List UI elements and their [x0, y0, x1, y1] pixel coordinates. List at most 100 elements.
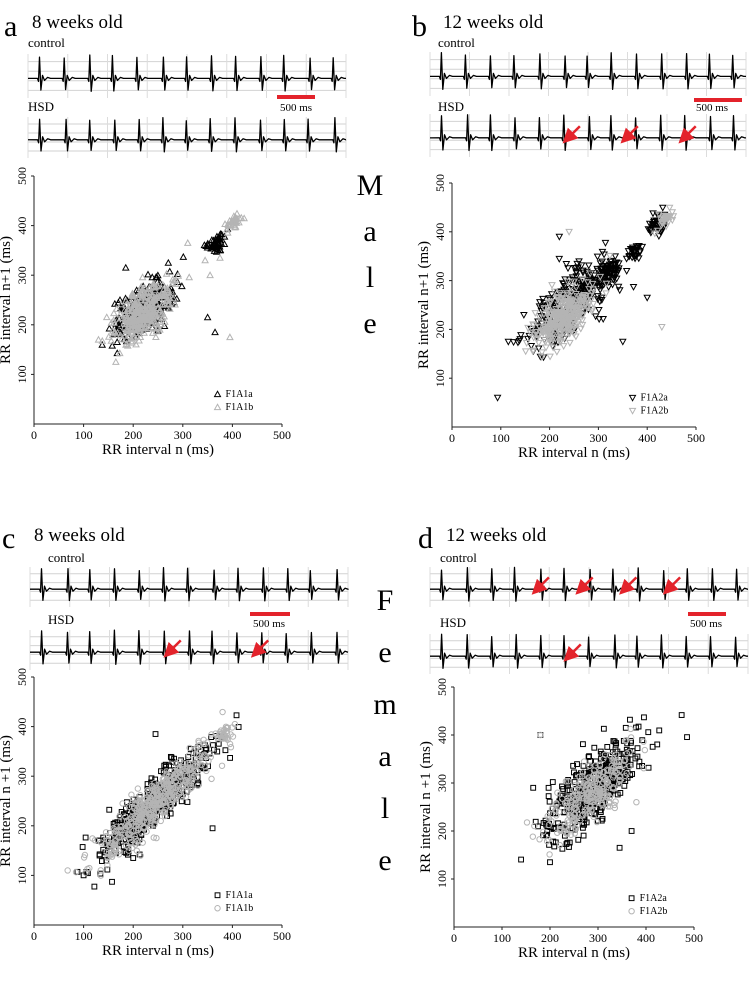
scatter-point	[146, 810, 153, 817]
scatter-point	[233, 214, 241, 222]
x-axis-title: RR interval n (ms)	[518, 945, 630, 961]
scatter-point	[151, 294, 160, 301]
scatter-point	[524, 324, 532, 332]
scatter-point	[64, 867, 71, 874]
scatter-point	[147, 822, 154, 830]
scatter-point	[580, 832, 587, 839]
x-tick-label: 200	[124, 428, 142, 442]
scatter-point	[587, 297, 595, 305]
scatter-point	[600, 755, 607, 763]
y-tick-label: 200	[435, 822, 449, 840]
scatter-point	[94, 335, 103, 343]
scatter-point	[586, 270, 595, 278]
scatter-point	[652, 217, 661, 225]
scatter-point	[576, 773, 583, 780]
y-tick-label: 200	[433, 320, 447, 338]
scatter-point	[589, 300, 598, 308]
scatter-point	[144, 270, 152, 278]
x-axis-title: RR interval n (ms)	[102, 943, 214, 959]
panel-letter: c	[2, 522, 15, 555]
scatter-point	[545, 793, 552, 800]
scatter-point	[643, 294, 652, 302]
scatter-point	[151, 318, 160, 326]
scatter-point	[603, 771, 611, 779]
scatter-point	[590, 798, 597, 805]
scatter-point	[160, 317, 169, 325]
scatter-point	[82, 869, 89, 876]
scatter-point	[559, 343, 568, 351]
scatter-point	[563, 841, 570, 847]
y-axis-title: RR interval n+1 (ms)	[416, 241, 432, 369]
y-tick-label: 200	[15, 817, 29, 835]
scatter-point	[137, 807, 145, 814]
scatter-point	[200, 736, 207, 743]
scatter-point	[545, 784, 552, 791]
sex-letter: F	[377, 584, 394, 617]
ecg-trace-line	[30, 629, 349, 665]
scatter-point	[164, 258, 173, 266]
scatter-point	[579, 269, 587, 277]
scatter-point	[168, 275, 177, 283]
scatter-point	[110, 299, 119, 307]
ecg-trace-control	[29, 567, 349, 607]
x-tick-label: 400	[638, 431, 656, 445]
scatter-point	[97, 872, 105, 879]
scatter-point	[111, 357, 120, 365]
scatter-point	[543, 837, 551, 845]
scatter-point	[578, 317, 587, 325]
y-tick-label: 300	[433, 272, 447, 290]
scatter-point	[113, 328, 122, 336]
scatter-point	[162, 778, 169, 785]
scatter-point	[140, 283, 149, 291]
scatter-point	[521, 348, 530, 356]
scatter-point	[612, 798, 619, 805]
scatter-point	[107, 318, 116, 326]
sex-letter: e	[378, 636, 391, 669]
x-tick-label: 500	[273, 929, 291, 943]
scatter-point	[184, 799, 191, 805]
scatter-point	[584, 262, 593, 270]
ecg-trace-line	[27, 116, 347, 153]
scatter-point	[154, 271, 162, 279]
scatter-point	[107, 848, 115, 856]
scatter-point	[578, 313, 587, 321]
scatter-point	[613, 758, 620, 766]
scatter-point	[610, 738, 617, 744]
scatter-point	[591, 744, 598, 751]
scatter-point	[611, 768, 619, 775]
scatter-point	[548, 282, 556, 290]
scatter-point	[139, 839, 146, 846]
scatter-point	[576, 325, 585, 333]
scatter-point	[233, 712, 240, 719]
scatter-point	[185, 273, 194, 281]
y-tick-label: 300	[15, 266, 29, 284]
scatter-point	[662, 223, 670, 231]
scatter-point	[603, 783, 611, 791]
scatter-point	[645, 220, 654, 228]
x-tick-label: 100	[75, 428, 93, 442]
scatter-point	[156, 325, 164, 333]
scatter-point	[118, 834, 125, 841]
scatter-point	[596, 273, 605, 281]
scatter-point	[610, 784, 617, 791]
scatter-point	[110, 309, 118, 317]
scatter-point	[597, 265, 605, 273]
scatter-point	[576, 779, 584, 787]
scatter-point	[160, 809, 167, 816]
scatter-point	[156, 278, 164, 286]
scatter-point	[138, 273, 147, 281]
ecg-trace-control	[27, 54, 347, 98]
scatter-point	[623, 736, 630, 744]
scatter-point	[540, 299, 548, 307]
scatter-point	[636, 249, 644, 257]
scatter-point	[548, 805, 556, 813]
scatter-point	[549, 326, 557, 334]
scatter-point	[570, 314, 578, 322]
scatter-point	[589, 286, 597, 294]
scatter-point	[564, 787, 571, 794]
scatter-point	[615, 780, 623, 788]
scatter-point	[590, 787, 597, 794]
scatter-point	[214, 748, 221, 755]
scatter-point	[198, 761, 205, 769]
legend-entry: F1A1b	[226, 903, 254, 914]
